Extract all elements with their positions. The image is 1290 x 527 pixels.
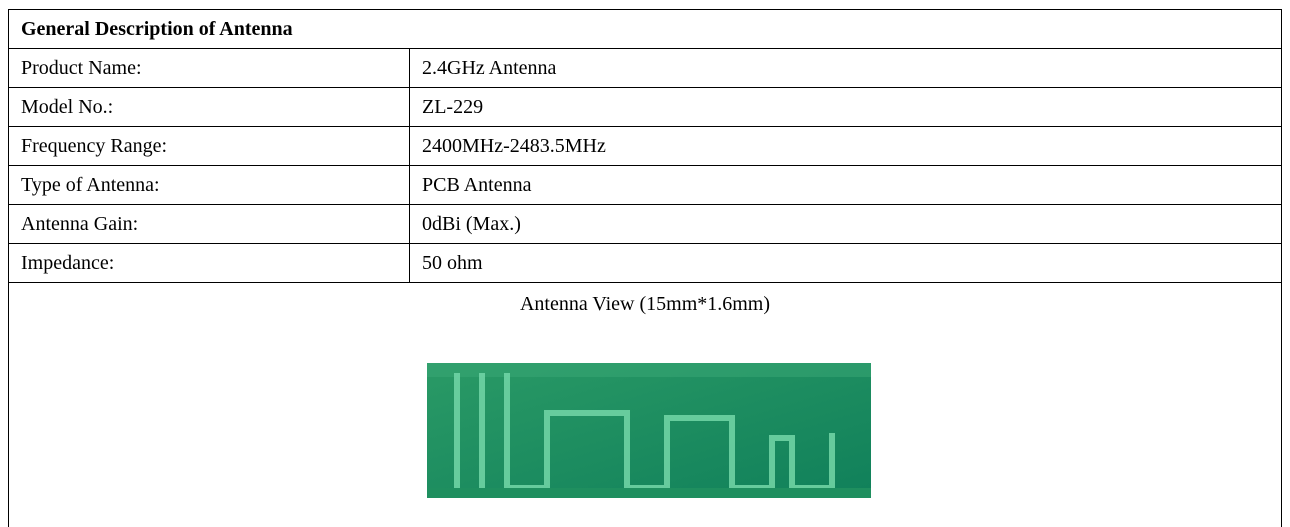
row-value: 2400MHz-2483.5MHz (410, 127, 1282, 166)
row-value: 0dBi (Max.) (410, 205, 1282, 244)
view-caption: Antenna View (15mm*1.6mm) (9, 291, 1281, 331)
row: Model No.:ZL-229 (9, 88, 1282, 127)
row-label: Type of Antenna: (9, 166, 410, 205)
row-label: Frequency Range: (9, 127, 410, 166)
row: Antenna Gain:0dBi (Max.) (9, 205, 1282, 244)
row: Frequency Range:2400MHz-2483.5MHz (9, 127, 1282, 166)
row: Type of Antenna:PCB Antenna (9, 166, 1282, 205)
row-value: 2.4GHz Antenna (410, 49, 1282, 88)
row-value: ZL-229 (410, 88, 1282, 127)
view-cell: Antenna View (15mm*1.6mm) (9, 283, 1282, 527)
row-label: Model No.: (9, 88, 410, 127)
view-row: Antenna View (15mm*1.6mm) (9, 283, 1282, 527)
row-label: Product Name: (9, 49, 410, 88)
header-row: General Description of Antenna (9, 10, 1282, 49)
antenna-image (427, 363, 871, 498)
table-title: General Description of Antenna (9, 10, 1282, 49)
row: Impedance:50 ohm (9, 244, 1282, 283)
row-label: Impedance: (9, 244, 410, 283)
row: Product Name:2.4GHz Antenna (9, 49, 1282, 88)
row-label: Antenna Gain: (9, 205, 410, 244)
row-value: 50 ohm (410, 244, 1282, 283)
spec-table: General Description of Antenna Product N… (8, 9, 1282, 527)
row-value: PCB Antenna (410, 166, 1282, 205)
